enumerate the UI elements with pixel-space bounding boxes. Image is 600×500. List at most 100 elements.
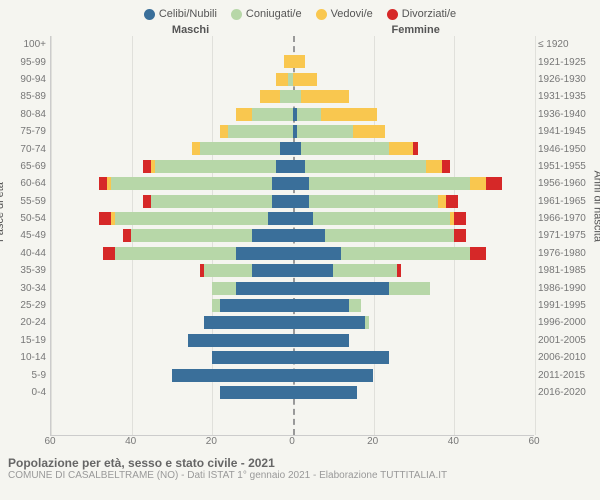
bar-segment [309,195,438,208]
legend-label: Vedovi/e [331,8,373,20]
birth-year-label: 1926-1930 [538,71,592,88]
age-label: 80-84 [8,106,46,123]
bar-segment [204,316,293,329]
bar-segment [220,299,293,312]
bar-segment [486,177,502,190]
bar-right [293,55,305,68]
y-axis-left-label: Fasce di età [0,182,6,242]
bar-segment [442,160,450,173]
bar-segment [293,247,341,260]
bar-right [293,351,390,364]
x-tick: 20 [367,436,378,447]
chart-title: Popolazione per età, sesso e stato civil… [8,456,592,470]
bar-segment [446,195,458,208]
bar-right [293,316,370,329]
bar-segment [151,195,272,208]
legend-dot [387,9,398,20]
legend-item: Vedovi/e [316,8,373,20]
birth-year-label: 1946-1950 [538,140,592,157]
bar-segment [413,142,417,155]
bar-segment [204,264,252,277]
legend-item: Celibi/Nubili [144,8,217,20]
birth-year-label: 2011-2015 [538,366,592,383]
bar-segment [293,142,301,155]
column-headers: Maschi Femmine [8,24,592,36]
bar-left [200,264,293,277]
bar-right [293,334,349,347]
bar-segment [293,229,325,242]
bar-segment [272,177,292,190]
bar-right [293,299,362,312]
bar-segment [268,212,292,225]
bar-segment [143,160,151,173]
bar-segment [389,282,429,295]
bar-right [293,229,466,242]
bar-segment [353,125,385,138]
legend-dot [231,9,242,20]
bar-right [293,212,466,225]
bar-segment [293,316,366,329]
bar-left [99,177,293,190]
y-axis-right-label: Anni di nascita [592,170,600,242]
age-label: 0-4 [8,384,46,401]
bar-left [212,351,293,364]
bar-left [143,160,292,173]
bar-segment [293,299,349,312]
bar-segment [293,386,358,399]
bar-right [293,177,503,190]
age-label: 5-9 [8,366,46,383]
bar-segment [333,264,398,277]
bar-left [192,142,293,155]
bar-segment [276,73,288,86]
bar-segment [349,299,361,312]
bar-segment [280,90,292,103]
bar-segment [284,55,292,68]
bar-segment [293,212,313,225]
bar-segment [192,142,200,155]
birth-year-label: 1981-1985 [538,262,592,279]
birth-year-label: 1971-1975 [538,227,592,244]
age-label: 90-94 [8,71,46,88]
x-tick: 0 [289,436,295,447]
bar-segment [115,247,236,260]
age-label: 75-79 [8,123,46,140]
bar-left [212,282,293,295]
legend: Celibi/NubiliConiugati/eVedovi/eDivorzia… [8,8,592,20]
x-axis: 6040200204060 [50,436,534,450]
x-tick: 20 [206,436,217,447]
age-label: 65-69 [8,158,46,175]
age-label: 85-89 [8,88,46,105]
bar-segment [111,177,272,190]
bar-segment [220,386,293,399]
birth-year-label: 2001-2005 [538,332,592,349]
age-label: 95-99 [8,53,46,70]
bar-segment [293,90,301,103]
bar-left [143,195,292,208]
birth-year-label: 1996-2000 [538,314,592,331]
bar-left [204,316,293,329]
bar-segment [321,108,377,121]
age-label: 70-74 [8,140,46,157]
bar-segment [276,160,292,173]
bar-left [103,247,293,260]
bar-segment [252,264,292,277]
bar-segment [131,229,252,242]
bar-segment [293,334,349,347]
bar-segment [293,195,309,208]
birth-year-label: 1961-1965 [538,193,592,210]
bar-segment [293,177,309,190]
bar-segment [252,229,292,242]
bar-right [293,369,374,382]
birth-year-label: 1986-1990 [538,279,592,296]
chart-footer: Popolazione per età, sesso e stato civil… [8,456,592,481]
bar-segment [301,90,349,103]
age-label: 60-64 [8,175,46,192]
birth-year-label: 1956-1960 [538,175,592,192]
x-tick: 40 [125,436,136,447]
age-label: 45-49 [8,227,46,244]
bar-left [123,229,292,242]
bar-segment [143,195,151,208]
chart-subtitle: COMUNE DI CASALBELTRAME (NO) - Dati ISTA… [8,470,592,481]
x-tick: 40 [448,436,459,447]
bar-segment [99,177,107,190]
